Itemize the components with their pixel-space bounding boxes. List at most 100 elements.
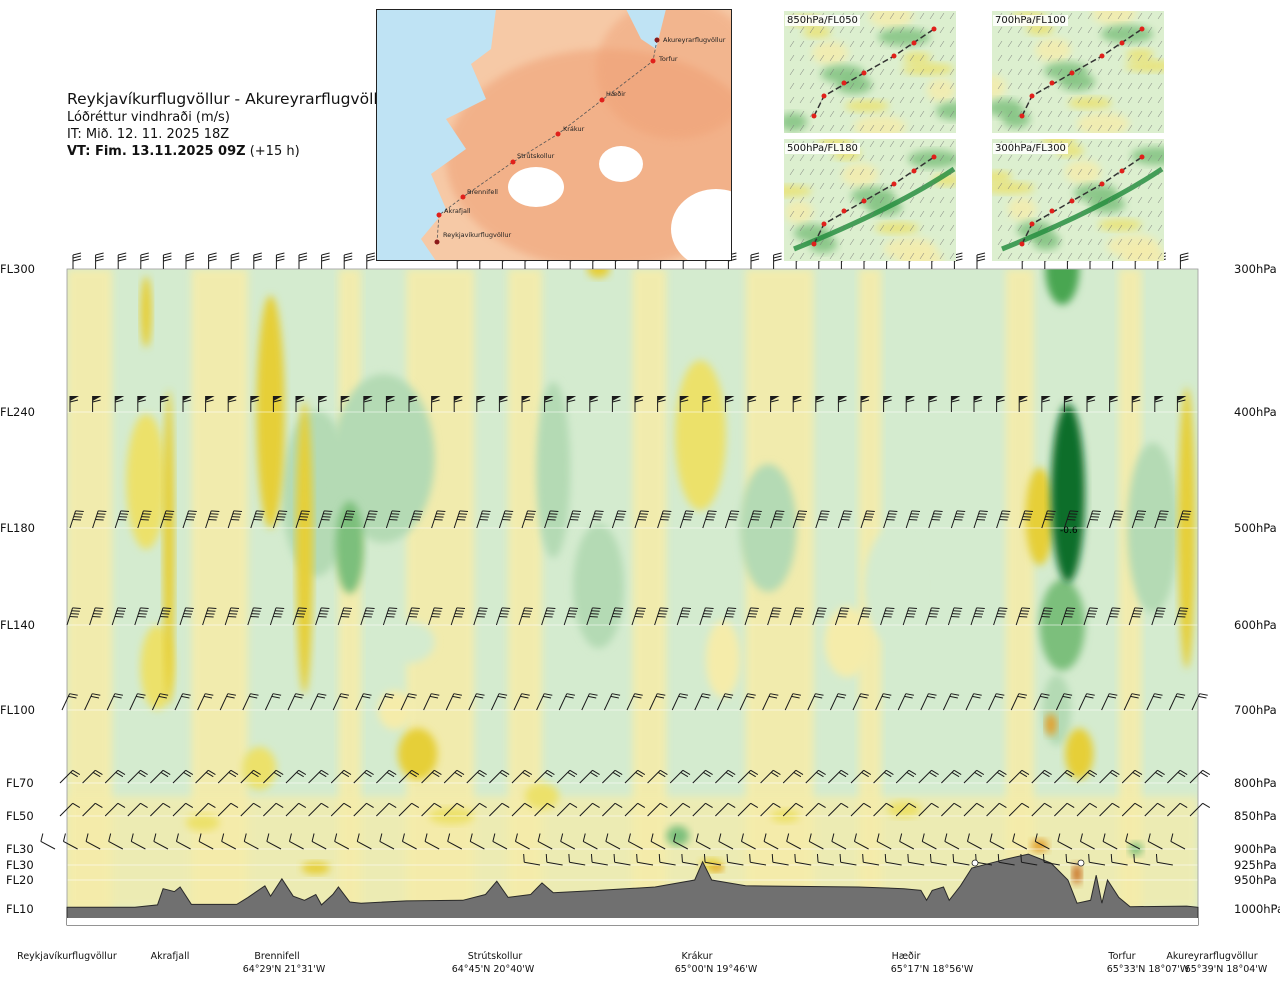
mini-map-field xyxy=(821,65,865,83)
mini-map-barb xyxy=(1027,252,1033,260)
wind-barb xyxy=(747,510,762,529)
mini-map-barb xyxy=(939,252,945,260)
wind-barb xyxy=(498,510,514,529)
mini-map-field xyxy=(1008,197,1036,221)
mini-map-point xyxy=(1099,53,1105,59)
mini-map-barb xyxy=(799,40,805,48)
wind-barb xyxy=(1055,693,1073,711)
mini-map-barb xyxy=(929,224,935,232)
mini-map-barb xyxy=(1107,110,1113,118)
wind-barb xyxy=(1041,396,1051,412)
wind-barb xyxy=(242,693,259,711)
mini-map-barb xyxy=(1127,224,1133,232)
wind-barb xyxy=(1133,853,1151,866)
route-point-label: Hæðir xyxy=(606,90,626,98)
mini-map-barb xyxy=(839,26,845,34)
wind-barb xyxy=(792,396,803,412)
wind-barb xyxy=(603,693,621,711)
mini-map-barb xyxy=(1147,40,1153,48)
wind-barb xyxy=(111,607,127,626)
pressure-tick-label: 1000hPa xyxy=(1234,902,1280,916)
mini-map-barb xyxy=(859,54,865,62)
wind-barb xyxy=(1146,693,1163,711)
mini-map-barb xyxy=(1067,154,1073,162)
mini-map-barb xyxy=(809,96,815,104)
mini-map-barb xyxy=(1077,182,1083,190)
route-point xyxy=(654,37,660,43)
mini-map-field xyxy=(1126,49,1154,61)
mini-map-field xyxy=(1107,234,1159,258)
mini-map-barb xyxy=(1077,12,1083,20)
mini-map-barb xyxy=(819,54,825,62)
mini-map-barb xyxy=(819,210,825,218)
mini-map-barb xyxy=(1127,140,1133,148)
wind-barb xyxy=(721,607,737,626)
wind-barb xyxy=(224,607,240,626)
wind-barb xyxy=(831,833,847,850)
mini-map-barb xyxy=(1157,140,1163,148)
mini-map-barb xyxy=(919,124,925,132)
wind-barb xyxy=(153,833,169,850)
wind-barb xyxy=(377,693,395,711)
wind-barb xyxy=(989,833,1005,850)
wind-barb xyxy=(747,396,757,412)
mini-map-barb xyxy=(789,68,795,76)
mini-map-barb xyxy=(1077,82,1083,90)
wind-barb xyxy=(739,693,756,711)
mini-map-barb xyxy=(929,40,935,48)
mini-map-barb xyxy=(1067,252,1073,260)
mini-map-barb xyxy=(1157,110,1163,118)
pressure-tick-label: 400hPa xyxy=(1234,405,1277,419)
mini-map-point xyxy=(1029,93,1035,99)
mini-map-barb xyxy=(799,154,805,162)
mini-map-barb xyxy=(997,124,1003,132)
wind-barb xyxy=(624,802,646,817)
mini-map-barb xyxy=(789,124,795,132)
mini-map-barb xyxy=(849,252,855,260)
mini-map-point xyxy=(891,53,897,59)
mini-map-barb xyxy=(809,168,815,176)
mini-map-barb xyxy=(1007,224,1013,232)
mini-map-barb xyxy=(799,182,805,190)
mini-map-barb xyxy=(789,40,795,48)
mini-map-barb xyxy=(869,96,875,104)
wind-barb xyxy=(150,769,171,784)
mini-map-barb xyxy=(1057,168,1063,176)
wind-barb xyxy=(1189,769,1211,784)
wind-barb xyxy=(150,802,171,817)
mini-map-barb xyxy=(879,210,885,218)
mini-map-barb xyxy=(809,110,815,118)
mini-map-barb xyxy=(1067,26,1073,34)
mini-map-barb xyxy=(849,238,855,246)
wind-barb xyxy=(185,252,195,269)
wind-barb xyxy=(266,833,282,850)
wind-barb xyxy=(363,396,373,412)
wind-barb xyxy=(1008,802,1030,817)
wind-barb xyxy=(428,607,443,626)
mini-map-barb xyxy=(1137,168,1143,176)
mini-map-barb xyxy=(939,68,945,76)
wind-barb xyxy=(976,252,986,269)
mini-map-barb xyxy=(1017,168,1023,176)
wind-barb xyxy=(330,769,352,784)
map-sea-west xyxy=(376,9,496,261)
wind-barb xyxy=(385,396,396,412)
valid-time: VT: Fim. 13.11.2025 09Z (+15 h) xyxy=(67,143,394,160)
wind-barb xyxy=(353,802,374,817)
wind-barb xyxy=(321,252,330,269)
mini-map-barb xyxy=(879,82,885,90)
mini-map-barb xyxy=(899,110,905,118)
mini-map-barb xyxy=(1057,124,1063,132)
chart-header: Reykjavíkurflugvöllur - Akureyrarflugvöl… xyxy=(67,90,394,160)
waypoint-name: Reykjavíkurflugvöllur xyxy=(17,951,117,962)
wind-barb xyxy=(376,769,397,784)
wind-barb xyxy=(1170,833,1186,850)
mini-map-barb xyxy=(1047,252,1053,260)
mini-map-barb xyxy=(939,96,945,104)
wind-barb xyxy=(702,510,717,529)
mini-map-barb xyxy=(1067,40,1073,48)
mini-map-barb xyxy=(939,110,945,118)
mini-map-barb xyxy=(839,96,845,104)
mini-map-barb xyxy=(799,252,805,260)
terrain-fill xyxy=(66,853,1199,926)
